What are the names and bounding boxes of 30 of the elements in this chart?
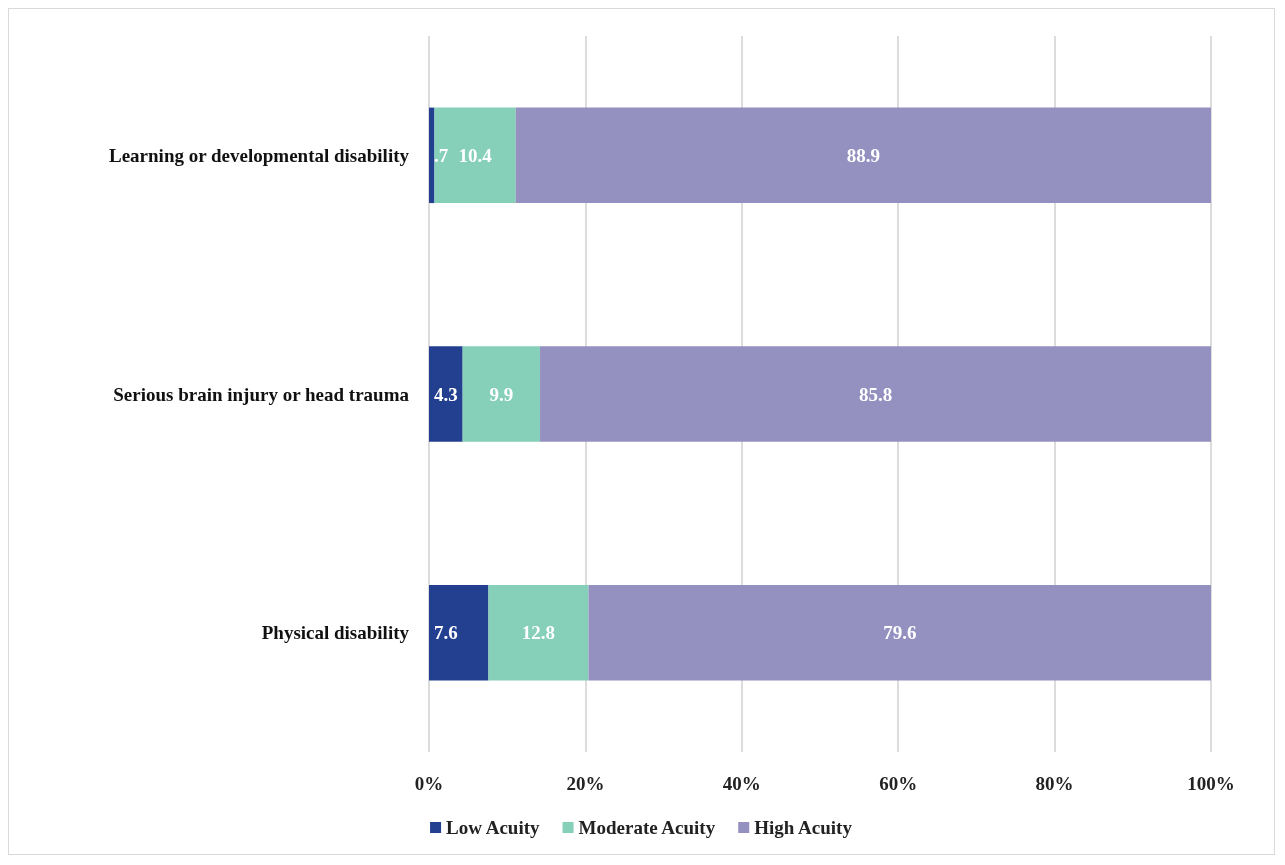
data-label: 4.3 xyxy=(434,383,458,405)
bar xyxy=(515,107,1211,204)
bar xyxy=(429,346,463,442)
x-tick-label: 40% xyxy=(722,773,761,794)
bar xyxy=(540,346,1211,442)
legend-label: Moderate Acuity xyxy=(578,817,716,838)
data-label: 9.9 xyxy=(489,383,514,405)
legend-label: High Acuity xyxy=(754,817,853,838)
data-label: 85.8 xyxy=(858,383,893,405)
data-label: 12.8 xyxy=(521,622,556,644)
data-label: 7.6 xyxy=(434,622,458,644)
bar xyxy=(462,346,541,442)
x-tick-label: 100% xyxy=(1187,773,1235,794)
data-label: 10.4 xyxy=(458,144,493,166)
bar xyxy=(488,584,589,681)
x-tick-label: 60% xyxy=(879,773,918,794)
bar xyxy=(434,107,516,204)
data-label: 79.6 xyxy=(883,622,917,644)
bar xyxy=(429,107,435,204)
bar xyxy=(588,584,1211,681)
y-tick-label: Physical disability xyxy=(261,622,410,644)
y-tick-label: Learning or developmental disability xyxy=(109,144,410,166)
bar xyxy=(429,584,489,681)
x-tick-label: 20% xyxy=(566,773,605,794)
x-tick-label: 0% xyxy=(414,773,444,794)
data-label: .7 xyxy=(434,144,449,166)
x-tick-label: 80% xyxy=(1035,773,1074,794)
y-tick-label: Serious brain injury or head trauma xyxy=(113,383,410,405)
legend-label: Low Acuity xyxy=(446,817,540,838)
data-label: 88.9 xyxy=(846,144,881,166)
